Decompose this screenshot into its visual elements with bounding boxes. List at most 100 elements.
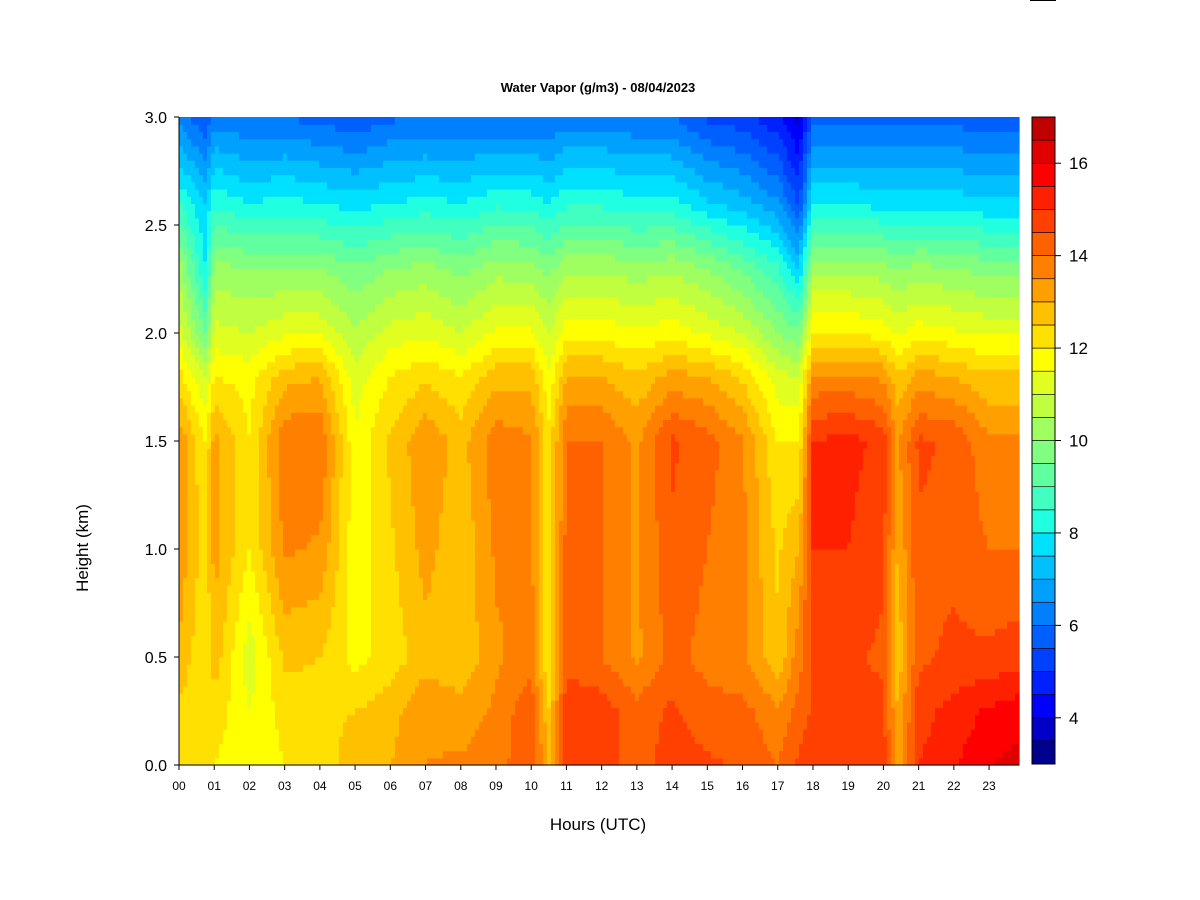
heatmap-cell — [183, 174, 188, 183]
heatmap-cell — [227, 433, 232, 442]
heatmap-cell — [287, 210, 292, 219]
heatmap-cell — [259, 621, 264, 629]
heatmap-cell — [195, 333, 200, 341]
heatmap-cell — [375, 390, 380, 399]
heatmap-cell — [223, 707, 228, 716]
heatmap-cell — [279, 196, 284, 204]
heatmap-cell — [219, 347, 224, 356]
heatmap-cell — [295, 484, 300, 492]
heatmap-cell — [231, 642, 236, 651]
heatmap-cell — [275, 153, 280, 161]
heatmap-cell — [279, 534, 284, 543]
heatmap-cell — [383, 549, 388, 557]
heatmap-cell — [331, 606, 336, 615]
heatmap-cell — [383, 592, 388, 600]
heatmap-cell — [311, 469, 316, 478]
heatmap-cell — [339, 577, 344, 586]
heatmap-cell — [207, 757, 212, 766]
heatmap-cell — [323, 426, 328, 435]
heatmap-cell — [343, 174, 348, 183]
heatmap-cell — [367, 642, 372, 651]
heatmap-cell — [223, 693, 228, 701]
heatmap-cell — [263, 628, 268, 636]
heatmap-cell — [247, 117, 252, 125]
heatmap-cell — [395, 131, 400, 140]
heatmap-cell — [227, 268, 232, 276]
heatmap-cell — [327, 419, 332, 428]
heatmap-cell — [331, 599, 336, 608]
heatmap-cell — [395, 369, 400, 377]
heatmap-cell — [267, 246, 272, 255]
heatmap-cell — [379, 203, 384, 212]
heatmap-cell — [311, 131, 316, 140]
heatmap-cell — [351, 325, 356, 334]
heatmap-cell — [271, 613, 276, 622]
heatmap-cell — [335, 585, 340, 593]
heatmap-cell — [399, 750, 404, 759]
heatmap-cell — [211, 498, 216, 507]
heatmap-cell — [259, 685, 264, 694]
heatmap-cell — [283, 527, 288, 536]
heatmap-cell — [247, 671, 252, 680]
heatmap-cell — [247, 541, 252, 550]
heatmap-cell — [283, 210, 288, 219]
heatmap-cell — [359, 621, 364, 629]
heatmap-cell — [291, 325, 296, 334]
heatmap-cell — [215, 181, 220, 190]
heatmap-cell — [295, 333, 300, 341]
heatmap-cell — [187, 750, 192, 759]
heatmap-cell — [227, 513, 232, 521]
heatmap-cell — [391, 477, 396, 485]
heatmap-cell — [395, 527, 400, 536]
heatmap-cell — [323, 491, 328, 500]
heatmap-cell — [395, 124, 400, 132]
heatmap-cell — [327, 239, 332, 248]
heatmap-cell — [191, 757, 196, 766]
heatmap-cell — [227, 325, 232, 334]
heatmap-cell — [203, 131, 208, 140]
heatmap-cell — [243, 304, 248, 312]
heatmap-cell — [243, 563, 248, 572]
heatmap-cell — [299, 239, 304, 248]
heatmap-cell — [203, 376, 208, 384]
heatmap-cell — [291, 117, 296, 125]
heatmap-cell — [347, 246, 352, 255]
heatmap-cell — [231, 721, 236, 730]
heatmap-cell — [327, 117, 332, 125]
heatmap-cell — [371, 225, 376, 233]
heatmap-cell — [351, 397, 356, 406]
heatmap-cell — [387, 160, 392, 168]
heatmap-cell — [339, 117, 344, 125]
heatmap-cell — [303, 174, 308, 183]
heatmap-cell — [219, 397, 224, 406]
heatmap-cell — [331, 592, 336, 600]
heatmap-cell — [359, 412, 364, 420]
heatmap-cell — [359, 196, 364, 204]
heatmap-cell — [323, 419, 328, 428]
heatmap-cell — [327, 369, 332, 377]
heatmap-cell — [203, 570, 208, 579]
heatmap-cell — [259, 549, 264, 557]
heatmap-cell — [211, 167, 216, 176]
heatmap-cell — [247, 534, 252, 543]
heatmap-cell — [335, 664, 340, 672]
heatmap-cell — [303, 541, 308, 550]
heatmap-cell — [339, 261, 344, 269]
heatmap-cell — [251, 455, 256, 464]
heatmap-cell — [243, 736, 248, 744]
heatmap-cell — [247, 750, 252, 759]
heatmap-cell — [187, 419, 192, 428]
heatmap-cell — [247, 469, 252, 478]
heatmap-cell — [307, 678, 312, 687]
heatmap-cell — [263, 448, 268, 456]
heatmap-cell — [387, 556, 392, 564]
heatmap-cell — [395, 700, 400, 708]
heatmap-cell — [315, 671, 320, 680]
heatmap-cell — [275, 145, 280, 154]
heatmap-cell — [387, 455, 392, 464]
heatmap-cell — [199, 369, 204, 377]
heatmap-cell — [375, 577, 380, 586]
heatmap-cell — [243, 743, 248, 752]
heatmap-cell — [211, 253, 216, 262]
heatmap-cell — [307, 282, 312, 291]
